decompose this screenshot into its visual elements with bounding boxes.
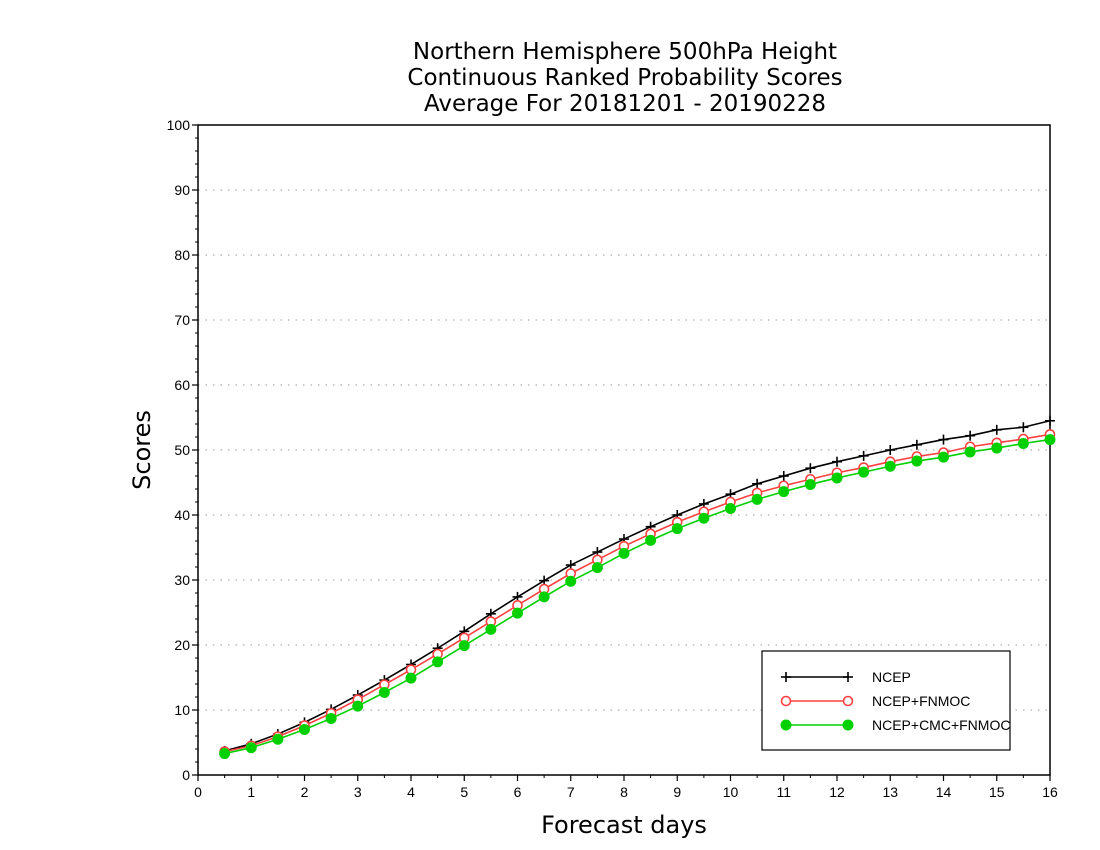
x-tick-label-13: 13 — [882, 784, 898, 800]
data-point-ncep-cmc-fnmoc — [884, 460, 896, 472]
x-tick-label-4: 4 — [407, 784, 415, 800]
y-tick-label-100: 100 — [167, 117, 191, 133]
x-tick-label-12: 12 — [829, 784, 845, 800]
data-point-ncep-cmc-fnmoc — [831, 472, 843, 484]
chart-title: Northern Hemisphere 500hPa HeightContinu… — [407, 39, 842, 117]
data-point-ncep-cmc-fnmoc — [938, 451, 949, 463]
x-tick-label-2: 2 — [301, 784, 309, 800]
data-point-ncep-cmc-fnmoc — [671, 523, 683, 535]
data-point-ncep-cmc-fnmoc — [1044, 434, 1056, 446]
data-point-ncep-cmc-fnmoc — [405, 672, 417, 684]
x-tick-label-14: 14 — [936, 784, 952, 800]
data-point-ncep-cmc-fnmoc — [645, 534, 657, 546]
x-tick-label-7: 7 — [567, 784, 575, 800]
data-point-ncep-cmc-fnmoc — [565, 575, 577, 587]
data-point-ncep-cmc-fnmoc — [432, 656, 444, 668]
data-point-ncep — [1018, 422, 1029, 433]
legend-item-ncep-fnmoc: NCEP+FNMOC — [780, 693, 970, 709]
chart-title-line-3: Average For 20181201 - 20190228 — [424, 91, 826, 117]
data-point-ncep — [805, 463, 816, 474]
data-point-ncep — [991, 424, 1002, 435]
data-point-ncep-cmc-fnmoc — [858, 466, 870, 478]
data-point-ncep-cmc-fnmoc — [778, 486, 790, 498]
data-point-ncep-cmc-fnmoc — [698, 512, 710, 524]
y-tick-label-0: 0 — [182, 767, 190, 783]
data-point-ncep-cmc-fnmoc — [325, 712, 337, 724]
legend-label-ncep-cmc-fnmoc: NCEP+CMC+FNMOC — [872, 717, 1010, 733]
legend-marker-start — [780, 719, 792, 731]
x-axis-label: Forecast days — [541, 811, 707, 839]
data-point-ncep — [858, 450, 869, 461]
x-tick-label-9: 9 — [673, 784, 681, 800]
data-point-ncep-cmc-fnmoc — [591, 562, 603, 574]
y-tick-label-70: 70 — [174, 312, 190, 328]
data-point-ncep — [965, 430, 976, 441]
data-point-ncep-cmc-fnmoc — [725, 503, 736, 514]
data-point-ncep-cmc-fnmoc — [538, 591, 550, 603]
x-tick-label-16: 16 — [1042, 784, 1058, 800]
y-tick-label-80: 80 — [174, 247, 190, 263]
data-point-ncep-cmc-fnmoc — [911, 455, 923, 467]
x-tick-label-1: 1 — [247, 784, 255, 800]
x-tick-label-0: 0 — [194, 784, 202, 800]
data-point-ncep-cmc-fnmoc — [804, 478, 816, 490]
legend-marker-end — [842, 719, 854, 731]
data-point-ncep-cmc-fnmoc — [219, 748, 231, 760]
legend-item-ncep-cmc-fnmoc: NCEP+CMC+FNMOC — [780, 717, 1010, 733]
y-axis-label: Scores — [128, 410, 156, 490]
y-tick-label-10: 10 — [174, 702, 190, 718]
x-tick-label-15: 15 — [989, 784, 1005, 800]
chart-title-line-1: Northern Hemisphere 500hPa Height — [413, 39, 837, 65]
x-tick-label-11: 11 — [776, 784, 791, 800]
data-point-ncep-cmc-fnmoc — [245, 742, 257, 754]
chart-title-line-2: Continuous Ranked Probability Scores — [407, 65, 842, 91]
data-point-ncep-cmc-fnmoc — [1017, 438, 1029, 449]
data-point-ncep-cmc-fnmoc — [352, 700, 364, 712]
x-tick-label-3: 3 — [354, 784, 362, 800]
x-tick-label-10: 10 — [723, 784, 739, 800]
y-tick-label-50: 50 — [174, 442, 190, 458]
data-point-ncep-cmc-fnmoc — [272, 733, 284, 745]
data-point-ncep-cmc-fnmoc — [618, 547, 630, 559]
data-point-ncep-cmc-fnmoc — [458, 640, 470, 652]
series-line-ncep — [224, 419, 1051, 752]
legend-marker-end — [843, 672, 853, 682]
legend-marker-start — [780, 695, 792, 707]
y-tick-label-90: 90 — [174, 182, 190, 198]
legend: NCEP NCEP+FNMOC NCEP+CMC+FNMOC — [761, 650, 1011, 751]
x-tick-label-8: 8 — [620, 784, 628, 800]
x-tick-label-5: 5 — [460, 784, 468, 800]
data-point-ncep-cmc-fnmoc — [751, 493, 763, 505]
legend-marker-start — [781, 672, 791, 682]
data-point-ncep-cmc-fnmoc — [378, 686, 390, 698]
data-point-ncep — [752, 478, 763, 489]
y-tick-label-30: 30 — [174, 572, 190, 588]
data-point-ncep-cmc-fnmoc — [512, 607, 523, 619]
data-point-ncep — [1045, 415, 1055, 426]
series-ncep-cmc-fnmoc — [219, 434, 1056, 760]
data-point-ncep — [832, 456, 842, 467]
data-point-ncep-cmc-fnmoc — [485, 623, 497, 635]
legend-label-ncep: NCEP — [872, 669, 911, 685]
data-point-ncep — [778, 471, 789, 481]
data-point-ncep — [938, 434, 949, 445]
y-tick-label-60: 60 — [174, 377, 190, 393]
data-point-ncep — [885, 445, 896, 455]
legend-box — [761, 650, 1011, 751]
data-point-ncep — [911, 439, 922, 450]
data-point-ncep-cmc-fnmoc — [991, 442, 1003, 454]
data-point-ncep-cmc-fnmoc — [299, 724, 310, 735]
x-tick-label-6: 6 — [514, 784, 522, 800]
series-lines — [219, 415, 1056, 760]
grid-lines — [198, 189, 1050, 711]
data-point-ncep-cmc-fnmoc — [964, 446, 976, 458]
y-tick-label-40: 40 — [174, 507, 190, 523]
y-tick-label-20: 20 — [174, 637, 190, 653]
legend-label-ncep-fnmoc: NCEP+FNMOC — [872, 693, 970, 709]
legend-item-ncep: NCEP — [781, 669, 911, 685]
legend-marker-end — [842, 695, 854, 707]
